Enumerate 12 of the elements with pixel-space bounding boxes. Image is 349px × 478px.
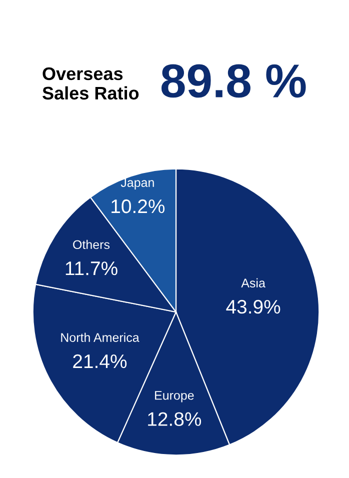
slice-label: North America [61,332,140,342]
slice-label: Others [73,240,110,250]
data-label: 12.8% [148,412,202,426]
slice-label: Europe [155,391,194,402]
data-label: 11.7% [66,262,118,276]
data-label: 43.9% [226,300,280,314]
chart-subtitle: 89.8 % [162,64,306,98]
chart-title: Overseas Sales Ratio [42,67,139,100]
slice-label: Asia [241,278,266,288]
slice-label: Japan [120,178,154,190]
data-label: 10.2% [112,199,165,214]
data-label: 21.4% [73,354,127,368]
